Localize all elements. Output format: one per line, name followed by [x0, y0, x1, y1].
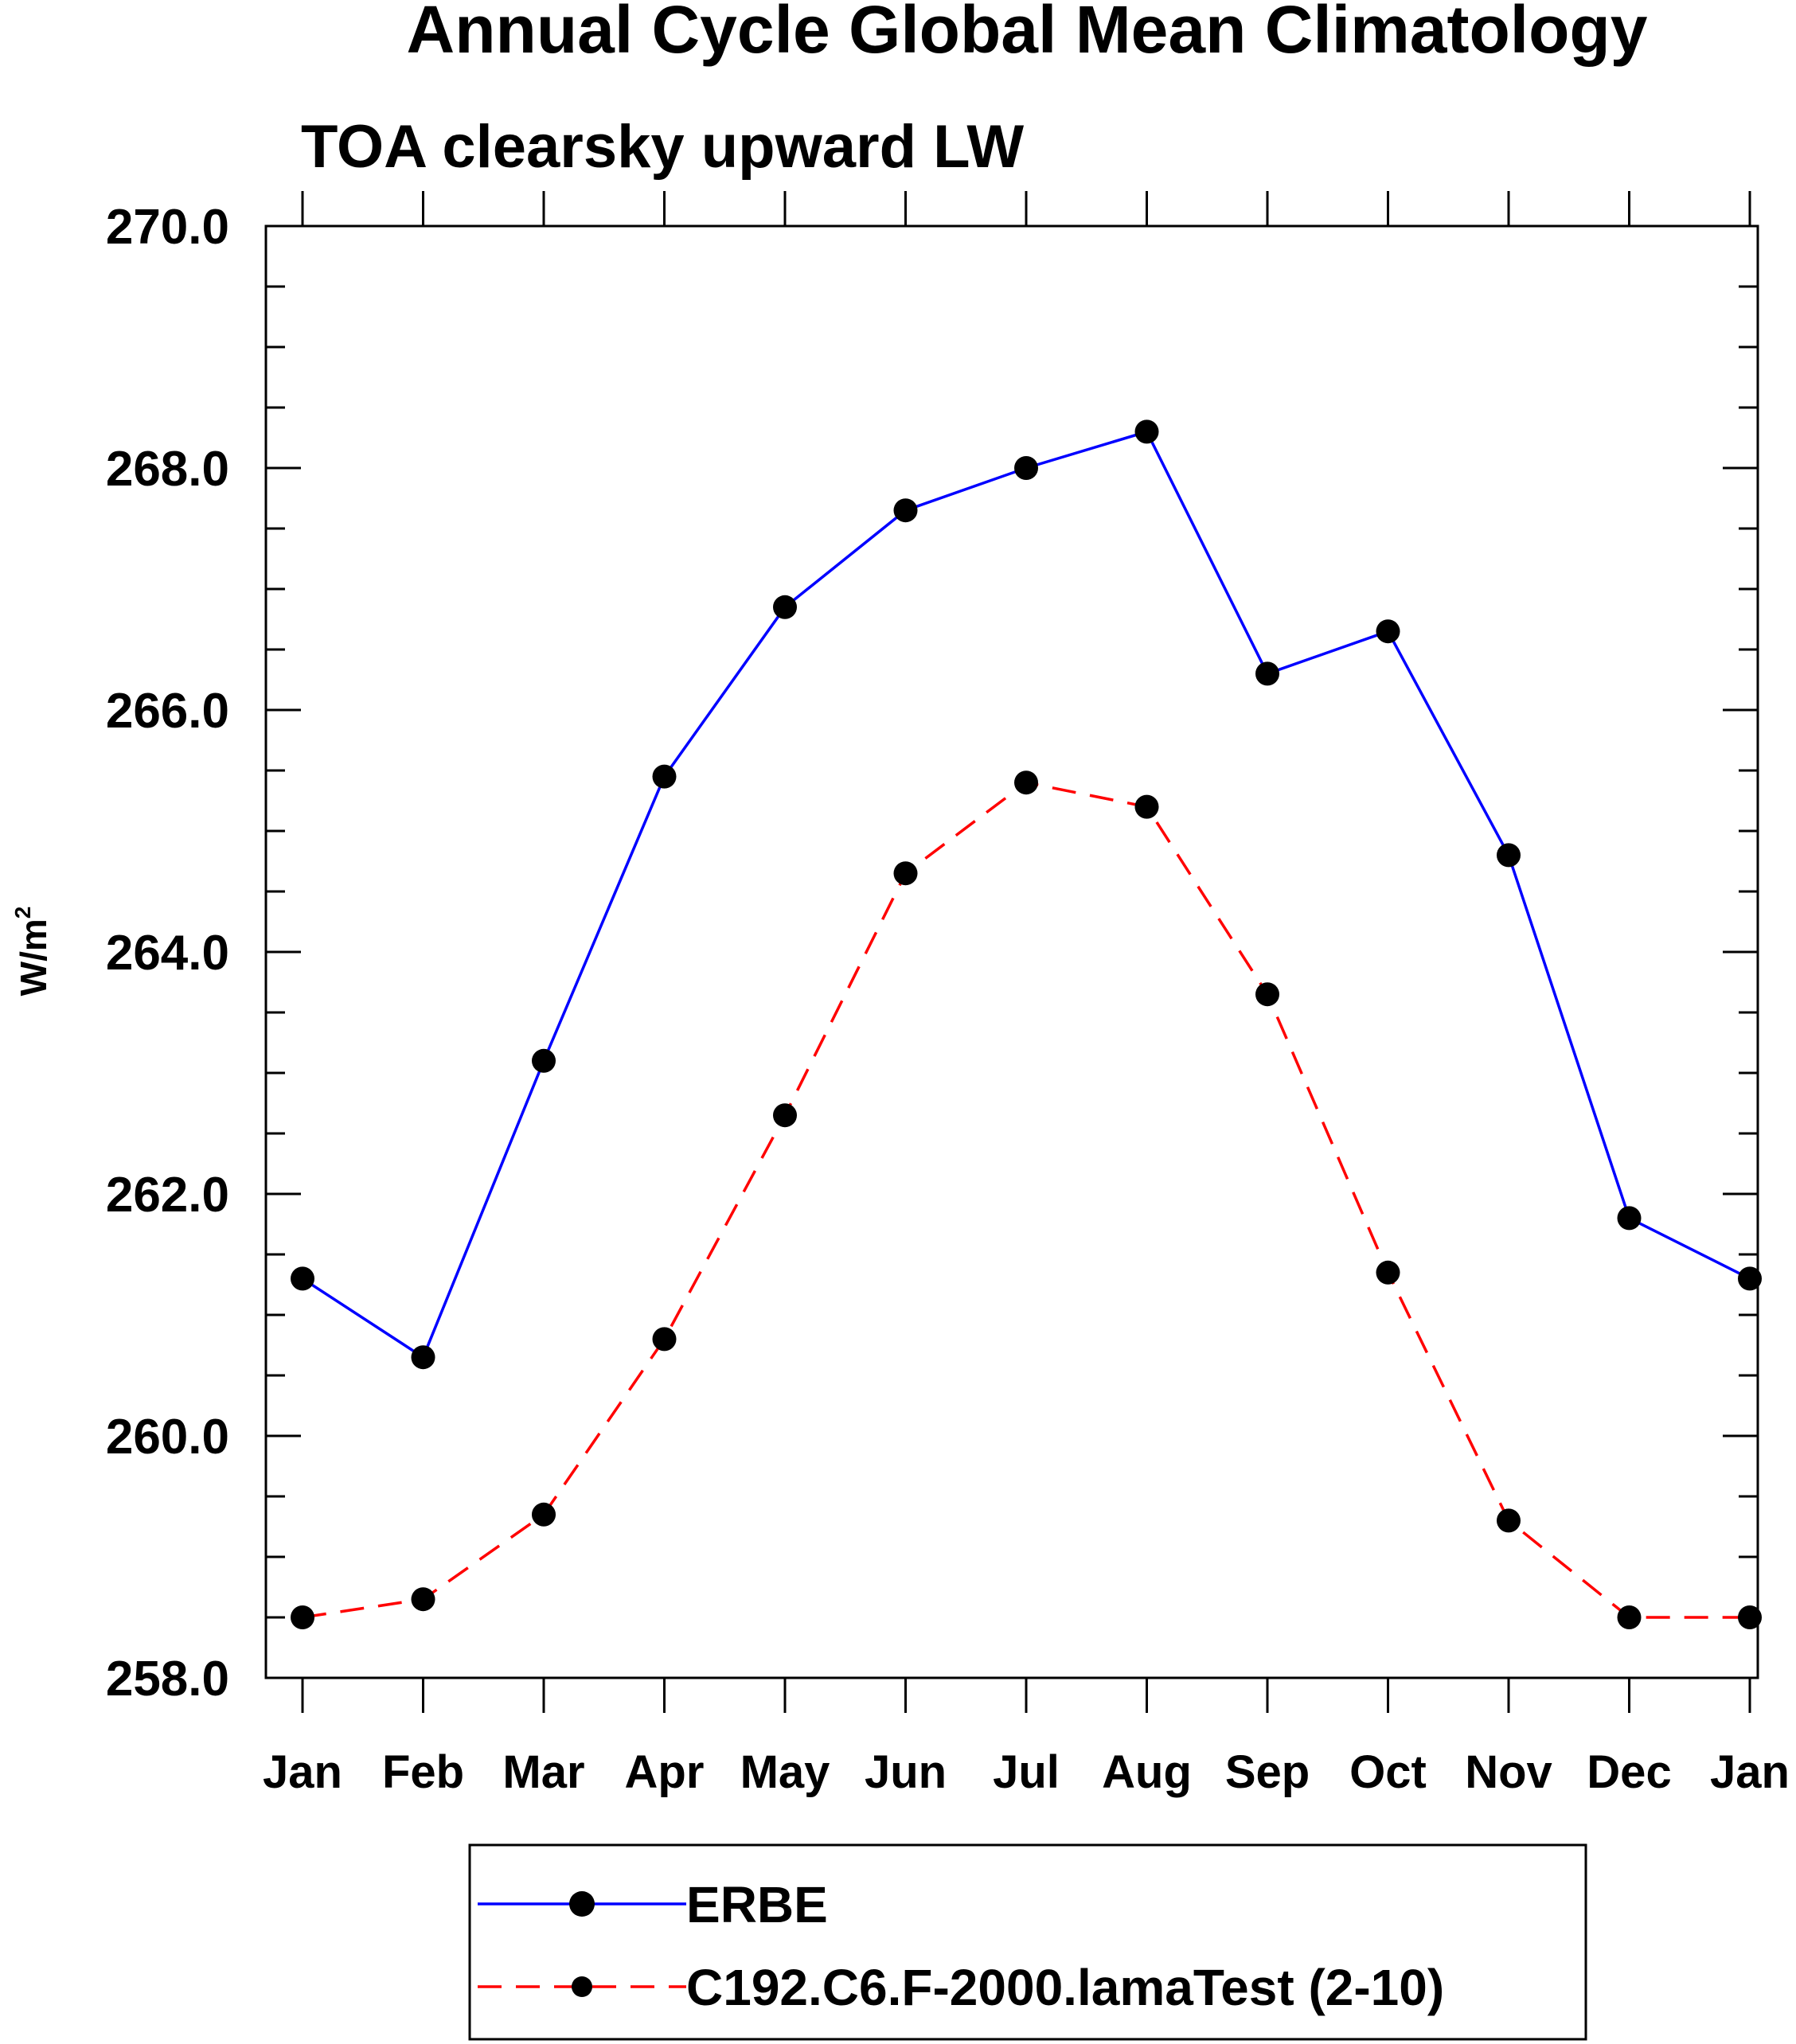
x-tick-label: Apr — [625, 1746, 705, 1798]
data-point-model — [1617, 1605, 1642, 1629]
y-axis-label: W/m2 — [10, 907, 54, 997]
data-point-model — [773, 1103, 797, 1128]
x-tick-label: Jul — [993, 1746, 1060, 1798]
series-points — [291, 419, 1762, 1629]
data-point-model — [1134, 794, 1159, 819]
x-tick-label: May — [740, 1746, 830, 1798]
data-point-model — [1376, 1260, 1400, 1285]
data-point-model — [1255, 982, 1279, 1007]
data-point-erbe — [291, 1266, 314, 1291]
y-axis-label-superscript: 2 — [10, 907, 35, 919]
x-tick-label: Dec — [1587, 1746, 1671, 1798]
series-line-erbe — [302, 430, 1751, 1359]
x-tick-label: Feb — [382, 1746, 464, 1798]
legend-label: ERBE — [686, 1876, 828, 1933]
series-lines — [302, 430, 1751, 1619]
y-tick-label: 270.0 — [106, 200, 229, 255]
data-point-erbe — [532, 1048, 556, 1073]
chart-subtitle: TOA clearsky upward LW — [301, 113, 1024, 181]
legend-entries: ERBE C192.C6.F-2000.lamaTest (2-10) — [478, 1876, 1444, 2016]
legend-marker — [572, 1976, 592, 1997]
data-point-erbe — [1134, 419, 1159, 444]
data-point-erbe — [773, 595, 797, 619]
x-tick-label: Sep — [1225, 1746, 1310, 1798]
data-point-erbe — [1376, 619, 1400, 644]
data-point-model — [1014, 770, 1038, 795]
y-tick-label: 268.0 — [106, 442, 229, 497]
data-point-erbe — [411, 1345, 435, 1370]
legend-label: C192.C6.F-2000.lamaTest (2-10) — [686, 1959, 1444, 2016]
y-tick-labels: 258.0 260.0 262.0 264.0 266.0 268.0 270.0 — [106, 200, 229, 1707]
data-point-model — [1497, 1508, 1521, 1533]
data-point-model — [411, 1587, 435, 1612]
data-point-erbe — [1255, 661, 1279, 686]
x-tick-label: Nov — [1465, 1746, 1552, 1798]
y-tick-label: 260.0 — [106, 1410, 229, 1465]
data-point-erbe — [652, 764, 677, 789]
y-tick-label: 264.0 — [106, 926, 229, 981]
x-tick-label: Aug — [1102, 1746, 1192, 1798]
data-point-erbe — [1738, 1266, 1762, 1291]
legend: ERBE C192.C6.F-2000.lamaTest (2-10) — [468, 1843, 1587, 2041]
data-point-model — [652, 1327, 677, 1352]
data-point-erbe — [1014, 456, 1038, 480]
minor-ticks — [266, 285, 1758, 1619]
plot-frame — [264, 224, 1759, 1679]
data-point-erbe — [1497, 843, 1521, 868]
data-point-model — [532, 1502, 556, 1527]
plot-area — [264, 224, 1759, 1679]
y-tick-label: 258.0 — [106, 1652, 229, 1707]
major-ticks — [266, 191, 1758, 1713]
x-tick-labels: Jan Feb Mar Apr May Jun Jul Aug Sep Oct Nov Dec Jan — [263, 1746, 1790, 1798]
x-tick-label: Oct — [1349, 1746, 1427, 1798]
data-point-erbe — [893, 498, 918, 523]
x-tick-label: Mar — [502, 1746, 584, 1798]
y-axis-label-base: W/m — [13, 919, 54, 996]
x-tick-label: Jun — [865, 1746, 947, 1798]
y-tick-label: 266.0 — [106, 684, 229, 739]
data-point-model — [893, 861, 918, 886]
y-tick-label: 262.0 — [106, 1168, 229, 1223]
legend-marker — [569, 1891, 595, 1917]
legend-box — [468, 1843, 1587, 2041]
chart-title: Annual Cycle Global Mean Climatology — [407, 0, 1648, 67]
data-point-erbe — [1617, 1206, 1642, 1231]
data-point-model — [291, 1605, 314, 1629]
data-point-model — [1738, 1605, 1762, 1629]
x-tick-label: Jan — [263, 1746, 342, 1798]
x-tick-label: Jan — [1710, 1746, 1790, 1798]
series-line-model — [302, 781, 1750, 1619]
